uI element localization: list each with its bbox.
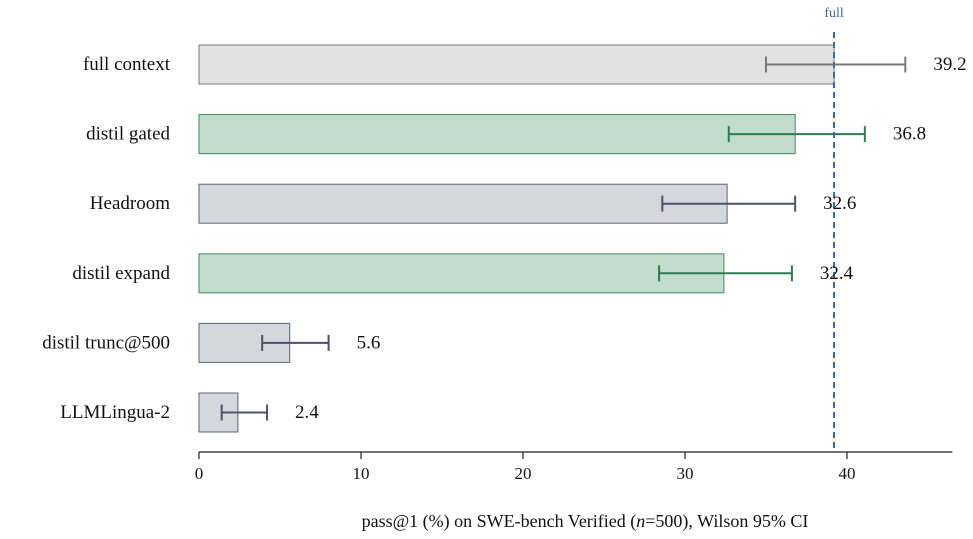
reference-line-group: full — [824, 6, 844, 452]
x-tick-label: 10 — [353, 464, 370, 483]
data-label: 39.2 — [933, 54, 966, 75]
bar — [198, 114, 796, 155]
category-label: distil gated — [86, 124, 170, 145]
data-label: 32.6 — [823, 193, 856, 214]
x-axis-title-part: n — [636, 511, 645, 531]
reference-line-label: full — [824, 6, 844, 21]
category-label: distil expand — [72, 263, 170, 284]
x-axis-title-part: =500), Wilson 95% CI — [645, 511, 808, 532]
data-label: 36.8 — [893, 124, 926, 145]
category-label: distil trunc@500 — [42, 332, 170, 353]
labels-layer: full context 39.2 distil gated 36.8 Headroom… — [42, 54, 966, 423]
data-label: 5.6 — [357, 332, 381, 353]
x-tick-label: 40 — [839, 464, 856, 483]
x-tick-label: 0 — [195, 464, 204, 483]
category-label: full context — [83, 54, 171, 75]
data-label: 32.4 — [820, 263, 854, 284]
category-label: LLMLingua-2 — [60, 402, 170, 423]
category-label: Headroom — [90, 193, 170, 214]
data-label: 2.4 — [295, 402, 319, 423]
x-tick-label: 30 — [677, 464, 694, 483]
x-axis-title-part: pass@1 (%) on SWE-bench Verified ( — [362, 511, 637, 532]
x-axis-title: pass@1 (%) on SWE-bench Verified (n=500)… — [362, 511, 809, 532]
x-tick-label: 20 — [515, 464, 532, 483]
bar — [198, 44, 835, 85]
bars-layer — [198, 44, 907, 433]
bar — [198, 183, 728, 224]
bar — [198, 253, 725, 294]
x-axis: 0 10 20 30 40 pass@1 (%) on SWE-bench Verifie… — [195, 451, 953, 532]
